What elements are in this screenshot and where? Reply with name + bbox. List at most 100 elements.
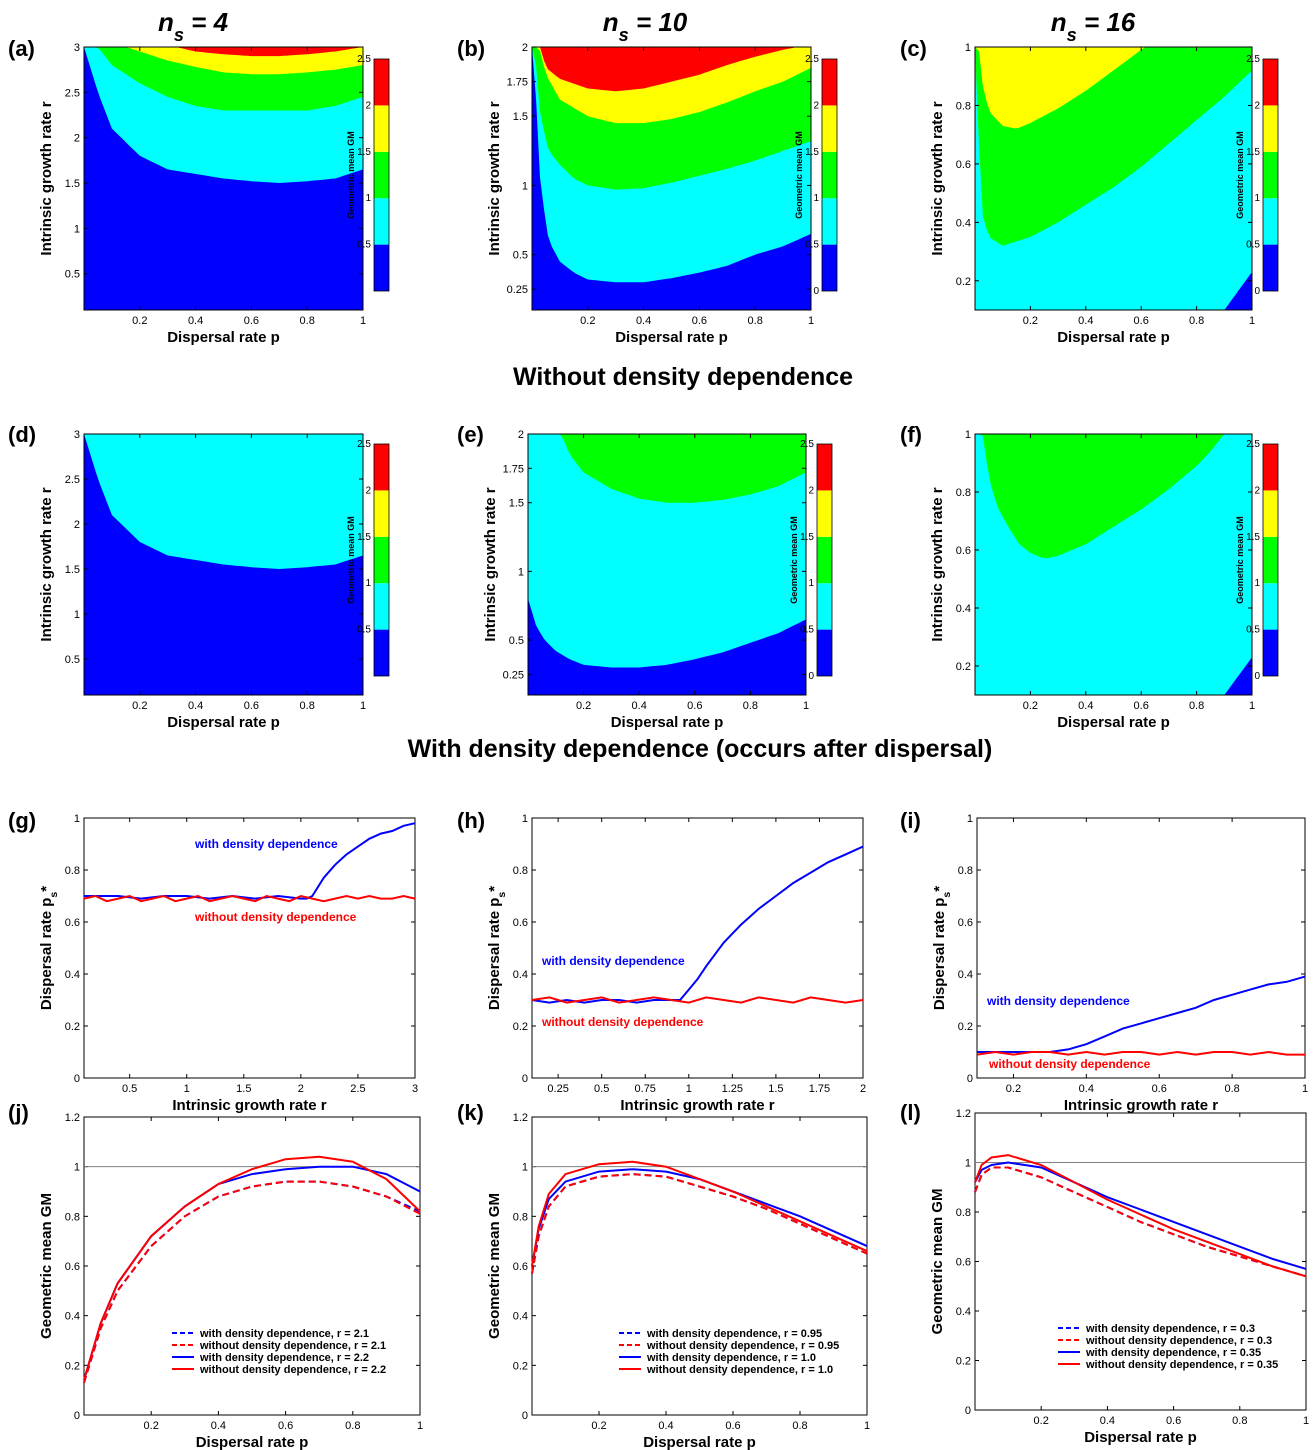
plot-frame <box>83 817 416 1079</box>
column-title: ns = 10 <box>603 7 688 45</box>
heatmap-region-gm-1.5 <box>975 47 1252 129</box>
column-title: ns = 4 <box>158 7 229 45</box>
colorbar-segment <box>1263 629 1278 676</box>
series-line <box>83 894 416 903</box>
x-tick-label: 0.6 <box>1134 315 1149 327</box>
colorbar-segment <box>374 244 389 291</box>
figure-titles: ns = 4 ns = 10 ns = 16 Without density depe… <box>158 7 1136 763</box>
y-tick-label: 0.4 <box>956 217 971 229</box>
colorbar-tick-label: 0 <box>1254 671 1260 682</box>
x-tick-label: 1.25 <box>722 1083 743 1095</box>
x-tick-label: 0.2 <box>1023 315 1038 327</box>
figure-panels: 0.2 0.4 0.6 0.8 1 0.5 1 1.5 2 2.5 3 Dispersal rate … <box>8 36 1309 1450</box>
colorbar-segment <box>1263 198 1278 245</box>
colorbar-segment <box>1263 490 1278 537</box>
y-tick-label: 2 <box>74 133 80 145</box>
colorbar-tick-label: 2 <box>813 100 819 111</box>
x-tick-label: 0.2 <box>1034 1415 1049 1427</box>
panel-l: 0.2 0.4 0.6 0.8 1 0 0.2 0.4 0.6 0.8 1 1.2 Dispersal … <box>900 1100 1309 1446</box>
y-tick-label: 0.8 <box>956 1207 971 1219</box>
colorbar-tick-label: 0.5 <box>357 240 371 251</box>
x-tick-label: 0.8 <box>748 315 763 327</box>
x-axis-label: Dispersal rate p <box>611 714 724 731</box>
y-tick-label: 0.8 <box>65 1211 80 1223</box>
panel-g: 0.5 1 1.5 2 2.5 3 0 0.2 0.4 0.6 0.8 1 Intrinsic grow… <box>8 808 418 1114</box>
heatmap-region-gm-1 <box>975 434 1252 559</box>
x-axis-label: Dispersal rate p <box>615 329 728 346</box>
y-tick-label: 0.6 <box>65 917 80 929</box>
legend-label: without density dependence, r = 0.3 <box>1085 1335 1272 1347</box>
colorbar-label: Geometric mean GM <box>789 516 799 604</box>
y-tick-label: 0.8 <box>956 100 971 112</box>
y-axis-label: Geometric mean GM <box>38 1193 55 1339</box>
colorbar-tick-label: 0 <box>1254 286 1260 297</box>
section-title: With density dependence (occurs after di… <box>408 735 993 763</box>
x-tick-label: 3 <box>412 1083 418 1095</box>
annotation-with-dd: with density dependence <box>194 837 338 851</box>
y-tick-label: 0.6 <box>958 917 973 929</box>
x-tick-label: 2 <box>298 1083 304 1095</box>
colorbar-tick-label: 0.5 <box>1246 240 1260 251</box>
y-tick-label: 0.2 <box>956 276 971 288</box>
colorbar-segment <box>1263 105 1278 152</box>
x-tick-label: 1 <box>1302 1083 1308 1095</box>
series-line <box>84 822 416 900</box>
x-tick-label: 0.6 <box>1166 1415 1181 1427</box>
colorbar-tick-label: 2.5 <box>1246 439 1260 450</box>
annotation-without-dd: without density dependence <box>988 1057 1151 1071</box>
x-tick-label: 1.5 <box>236 1083 251 1095</box>
x-tick-label: 0.2 <box>132 700 147 712</box>
x-tick-label: 0.8 <box>345 1420 360 1432</box>
legend-label: with density dependence, r = 1.0 <box>646 1352 816 1364</box>
y-tick-label: 1 <box>74 609 80 621</box>
x-tick-label: 0.4 <box>1100 1415 1115 1427</box>
plot-frame <box>83 46 364 311</box>
y-tick-label: 2 <box>518 429 524 441</box>
colorbar-segment <box>374 105 389 152</box>
x-tick-label: 0.2 <box>1006 1083 1021 1095</box>
y-axis-label: Geometric mean GM <box>929 1189 946 1335</box>
legend-label: with density dependence, r = 0.95 <box>646 1328 822 1340</box>
x-tick-label: 2 <box>860 1083 866 1095</box>
y-tick-label: 2 <box>74 519 80 531</box>
y-tick-label: 0.4 <box>958 969 973 981</box>
series-line <box>974 1161 1307 1270</box>
x-axis-label: Dispersal rate p <box>167 329 280 346</box>
colorbar-segment <box>1263 583 1278 630</box>
y-tick-label: 1.2 <box>956 1108 971 1120</box>
y-tick-label: 1.5 <box>65 178 80 190</box>
colorbar-segment <box>1263 244 1278 291</box>
y-tick-label: 0.6 <box>956 545 971 557</box>
y-tick-label: 0.4 <box>513 1311 528 1323</box>
y-tick-label: 1 <box>965 1158 971 1170</box>
heatmap-region-gm-1 <box>528 434 806 503</box>
x-tick-label: 0.75 <box>635 1083 656 1095</box>
colorbar-segment <box>822 59 837 106</box>
annotation-without-dd: without density dependence <box>194 910 357 924</box>
x-tick-label: 1 <box>417 1420 423 1432</box>
x-tick-label: 1 <box>686 1083 692 1095</box>
panel-label: (d) <box>8 422 36 447</box>
x-axis-label: Dispersal rate p <box>167 714 280 731</box>
y-tick-label: 0.8 <box>513 1211 528 1223</box>
series-line <box>531 1168 868 1267</box>
x-tick-label: 0.2 <box>1023 700 1038 712</box>
legend-label: without density dependence, r = 1.0 <box>646 1364 833 1376</box>
x-tick-label: 1 <box>184 1083 190 1095</box>
x-tick-label: 0.2 <box>144 1420 159 1432</box>
y-axis-label: Intrinsic growth rate r <box>38 487 55 641</box>
colorbar-segment <box>817 583 832 630</box>
x-tick-label: 0.2 <box>580 315 595 327</box>
colorbar-label: Geometric mean GM <box>1235 131 1245 219</box>
series-line <box>974 1154 1307 1278</box>
x-axis-label: Dispersal rate p <box>1084 1429 1197 1446</box>
colorbar-tick-label: 1.5 <box>357 532 371 543</box>
annotation-with-dd: with density dependence <box>986 994 1130 1008</box>
colorbar-segment <box>374 151 389 199</box>
series-line <box>531 1173 868 1274</box>
x-axis-label: Intrinsic growth rate r <box>172 1097 326 1114</box>
series-line <box>531 845 864 1004</box>
y-tick-label: 0 <box>965 1405 971 1417</box>
column-title: ns = 16 <box>1051 7 1136 45</box>
legend-label: without density dependence, r = 0.35 <box>1085 1359 1278 1371</box>
